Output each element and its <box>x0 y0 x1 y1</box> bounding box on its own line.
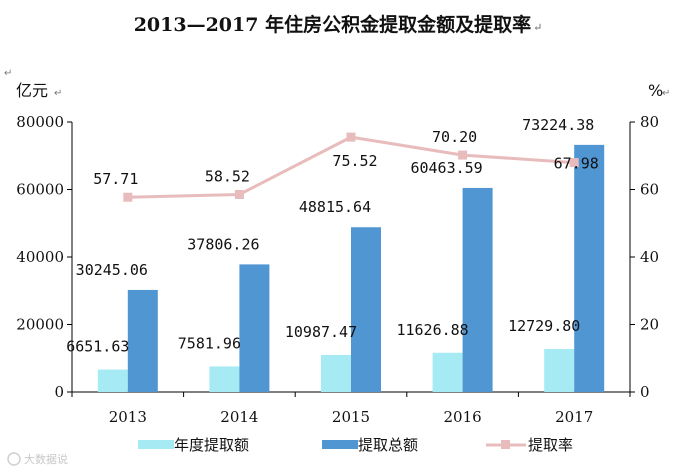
bar-annual-withdrawal <box>209 366 240 392</box>
left-tick-label: 0 <box>54 383 64 401</box>
right-tick-label: 40 <box>640 248 659 266</box>
x-tick-label: 2013 <box>109 408 147 426</box>
paragraph-mark-icon: ↵ <box>4 68 12 79</box>
data-label-annual: 6651.63 <box>66 338 129 356</box>
right-tick-label: 60 <box>640 181 659 199</box>
data-label-total: 73224.38 <box>522 116 594 134</box>
left-tick-label: 20000 <box>16 316 64 334</box>
data-label-total: 60463.59 <box>410 159 482 177</box>
bar-total-withdrawal <box>239 264 270 392</box>
legend-swatch <box>138 440 174 449</box>
line-point-withdrawal-rate <box>123 192 133 202</box>
legend-label: 提取总额 <box>358 436 418 454</box>
line-point-withdrawal-rate <box>346 132 356 142</box>
right-tick-label: 0 <box>640 383 650 401</box>
data-label-annual: 7581.96 <box>178 334 241 352</box>
bar-total-withdrawal <box>351 227 381 392</box>
data-label-rate: 75.52 <box>332 152 377 170</box>
data-label-annual: 11626.88 <box>396 321 468 339</box>
bar-total-withdrawal <box>574 144 605 392</box>
paragraph-mark-icon: ↵ <box>662 88 670 99</box>
chart-title: 2013—2017 年住房公积金提取金额及提取率 ↵ <box>133 14 543 36</box>
data-label-rate: 70.20 <box>432 128 477 146</box>
legend-swatch-marker <box>501 440 510 449</box>
paragraph-mark-icon: ↵ <box>54 88 62 99</box>
x-tick-label: 2016 <box>444 408 482 426</box>
legend-label: 年度提取额 <box>174 436 249 454</box>
bar-annual-withdrawal <box>321 354 351 392</box>
left-tick-label: 40000 <box>16 248 64 266</box>
x-tick-label: 2017 <box>555 408 593 426</box>
data-label-rate: 58.52 <box>205 167 250 185</box>
x-tick-label: 2014 <box>220 408 258 426</box>
data-label-total: 37806.26 <box>187 235 259 253</box>
left-tick-label: 80000 <box>16 113 64 131</box>
line-point-withdrawal-rate <box>458 150 468 160</box>
left-axis-unit: 亿元 <box>16 81 48 100</box>
bar-annual-withdrawal <box>544 349 575 392</box>
right-axis-unit: % <box>648 81 663 100</box>
data-label-total: 48815.64 <box>299 198 371 216</box>
legend-swatch <box>322 440 358 449</box>
right-tick-label: 80 <box>640 113 659 131</box>
right-tick-label: 20 <box>640 316 659 334</box>
bar-annual-withdrawal <box>97 369 128 392</box>
data-label-annual: 12729.80 <box>508 317 580 335</box>
data-label-total: 30245.06 <box>76 261 148 279</box>
watermark-text: 大数据说 <box>24 452 68 466</box>
bar-total-withdrawal <box>127 289 158 392</box>
line-point-withdrawal-rate <box>569 158 579 168</box>
watermark-logo-icon <box>7 452 21 466</box>
data-label-rate: 67.98 <box>554 155 599 173</box>
line-point-withdrawal-rate <box>234 189 244 199</box>
data-label-rate: 57.71 <box>93 170 138 188</box>
legend-label: 提取率 <box>528 436 573 454</box>
x-tick-label: 2015 <box>332 408 370 426</box>
bar-annual-withdrawal <box>432 352 463 392</box>
bar-total-withdrawal <box>462 187 493 392</box>
left-tick-label: 60000 <box>16 181 64 199</box>
data-label-annual: 10987.47 <box>285 323 357 341</box>
